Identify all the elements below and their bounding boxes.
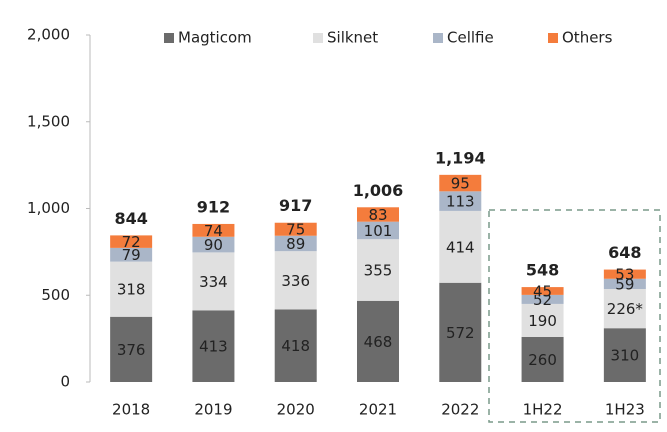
data-label: 413 bbox=[199, 338, 228, 356]
data-label: 418 bbox=[281, 337, 310, 355]
x-tick-label: 2022 bbox=[441, 401, 479, 419]
x-tick-label: 2019 bbox=[194, 401, 232, 419]
data-label: 572 bbox=[446, 324, 475, 342]
y-tick-label: 1,000 bbox=[27, 199, 70, 217]
data-label: 113 bbox=[446, 193, 475, 211]
bar-segment bbox=[603, 269, 646, 279]
data-label: 89 bbox=[286, 235, 305, 253]
bar-segment bbox=[603, 278, 646, 290]
data-label: 310 bbox=[611, 347, 640, 365]
total-label: 1,194 bbox=[435, 148, 486, 167]
bar-segment bbox=[521, 303, 564, 337]
bar-segment bbox=[192, 236, 235, 253]
data-label: 72 bbox=[122, 233, 141, 251]
total-label: 548 bbox=[526, 261, 559, 280]
data-label: 79 bbox=[122, 246, 141, 264]
legend-swatch bbox=[548, 33, 558, 43]
data-label: 95 bbox=[451, 175, 470, 193]
total-label: 912 bbox=[197, 197, 230, 216]
data-label: 334 bbox=[199, 273, 228, 291]
bar-segment bbox=[439, 210, 482, 283]
data-label: 90 bbox=[204, 236, 223, 254]
x-tick-label: 1H22 bbox=[523, 401, 563, 419]
total-label: 917 bbox=[279, 196, 312, 215]
bar-segment bbox=[603, 289, 646, 329]
x-tick-label: 1H23 bbox=[605, 401, 645, 419]
y-tick-label: 2,000 bbox=[27, 26, 70, 44]
legend-label: Silknet bbox=[327, 29, 378, 47]
data-label: 59 bbox=[615, 275, 634, 293]
data-label: 226* bbox=[607, 300, 644, 318]
bar-segment bbox=[439, 191, 482, 211]
data-label: 414 bbox=[446, 238, 475, 256]
legend-label: Magticom bbox=[178, 29, 252, 47]
data-label: 468 bbox=[364, 333, 393, 351]
bar-segment bbox=[521, 336, 564, 382]
x-tick-label: 2021 bbox=[359, 401, 397, 419]
total-label: 844 bbox=[114, 209, 147, 228]
data-label: 83 bbox=[368, 206, 387, 224]
legend-label: Others bbox=[562, 29, 613, 47]
total-label: 1,006 bbox=[353, 181, 404, 200]
bar-segment bbox=[110, 247, 153, 262]
highlight-box bbox=[488, 209, 661, 423]
legend-label: Cellfie bbox=[447, 29, 494, 47]
data-label: 190 bbox=[528, 312, 557, 330]
y-tick-label: 1,500 bbox=[27, 112, 70, 130]
data-label: 75 bbox=[286, 221, 305, 239]
data-label: 376 bbox=[117, 341, 146, 359]
bar-segment bbox=[521, 294, 564, 304]
data-label: 355 bbox=[364, 262, 393, 280]
bar-segment bbox=[274, 309, 317, 382]
legend-swatch bbox=[164, 33, 174, 43]
bar-segment bbox=[357, 300, 399, 382]
data-label: 45 bbox=[533, 282, 552, 300]
total-label: 648 bbox=[608, 243, 641, 262]
bar-segment bbox=[357, 239, 399, 301]
data-label: 318 bbox=[117, 281, 146, 299]
bar-segment bbox=[192, 252, 235, 311]
x-tick-label: 2018 bbox=[112, 401, 150, 419]
data-label: 52 bbox=[533, 291, 552, 309]
bar-segment bbox=[192, 310, 235, 382]
bar-segment bbox=[357, 207, 399, 222]
data-label: 260 bbox=[528, 351, 557, 369]
bar-segment bbox=[439, 282, 482, 382]
data-label: 53 bbox=[615, 266, 634, 284]
bar-segment bbox=[274, 235, 317, 252]
y-tick-label: 500 bbox=[41, 286, 70, 304]
bar-segment bbox=[110, 235, 153, 248]
bar-segment bbox=[274, 222, 317, 236]
data-label: 336 bbox=[281, 272, 310, 290]
bar-segment bbox=[110, 261, 153, 317]
bar-segment bbox=[521, 287, 564, 295]
legend-swatch bbox=[433, 33, 443, 43]
bar-segment bbox=[357, 221, 399, 240]
bar-segment bbox=[439, 174, 482, 192]
bar-segment bbox=[274, 251, 317, 310]
x-tick-label: 2020 bbox=[277, 401, 315, 419]
bar-segment bbox=[110, 316, 153, 382]
bar-segment bbox=[192, 223, 235, 237]
data-label: 101 bbox=[364, 222, 393, 240]
data-label: 74 bbox=[204, 222, 223, 240]
legend-swatch bbox=[313, 33, 323, 43]
bar-segment bbox=[603, 328, 646, 382]
y-tick-label: 0 bbox=[60, 373, 70, 391]
